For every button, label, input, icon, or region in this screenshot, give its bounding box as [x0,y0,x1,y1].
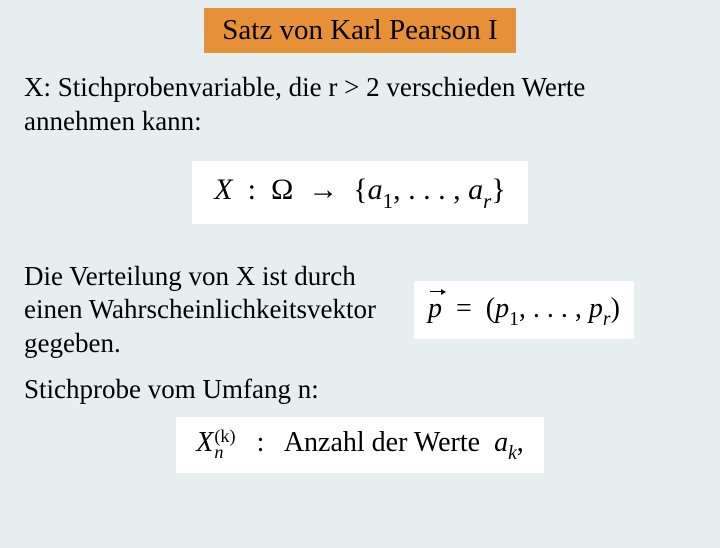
sym-lbrace: { [353,173,367,206]
sym-a1: a [368,173,383,206]
sym-pvec: p [428,291,442,325]
sym-lp: ( [486,293,495,324]
sym-p1: p [495,293,509,324]
sym-p: p [428,293,442,324]
paragraph-1: X: Stichprobenvariable, die r > 2 versch… [24,71,696,139]
sym-X: X [214,173,232,206]
paragraph-2: Die Verteilung von X ist durch einen Wah… [24,260,404,361]
paragraph-3: Stichprobe vom Umfang n: [24,373,696,407]
sym-arrow: → [308,173,338,206]
formula-pvec: p = (p1, . . . , pr) [414,281,634,340]
sym-colon2: : [257,427,265,458]
sym-colon: : [248,173,256,206]
sub-n: n [214,444,235,460]
sub-1: 1 [383,189,394,213]
formula-domain: X : Ω → {a1, . . . , ar} [192,161,527,224]
supsub-nk: (k)n [214,428,235,461]
sym-rp: ) [611,293,620,324]
sub-r: r [483,189,491,213]
sym-X2: X [196,427,213,458]
formula-count: X(k)n : Anzahl der Werte ak, [176,417,544,474]
slide-title: Satz von Karl Pearson I [204,8,515,53]
sym-omega: Ω [271,173,293,206]
sym-ak: a [494,427,508,458]
sym-comma: , [517,427,524,458]
text-anzahl: Anzahl der Werte [284,427,480,458]
sub-rb: r [603,309,611,330]
sym-ar: a [468,173,483,206]
sym-eq: = [456,293,472,324]
row-distribution: Die Verteilung von X ist durch einen Wah… [24,260,696,361]
sym-dots2: , . . . , [519,293,582,324]
sym-rbrace: } [491,173,505,206]
sym-pr: p [589,293,603,324]
title-text: Satz von Karl Pearson I [222,14,497,46]
sub-k: k [508,443,517,464]
sub-1b: 1 [509,309,519,330]
sym-dots: , . . . , [393,173,461,206]
